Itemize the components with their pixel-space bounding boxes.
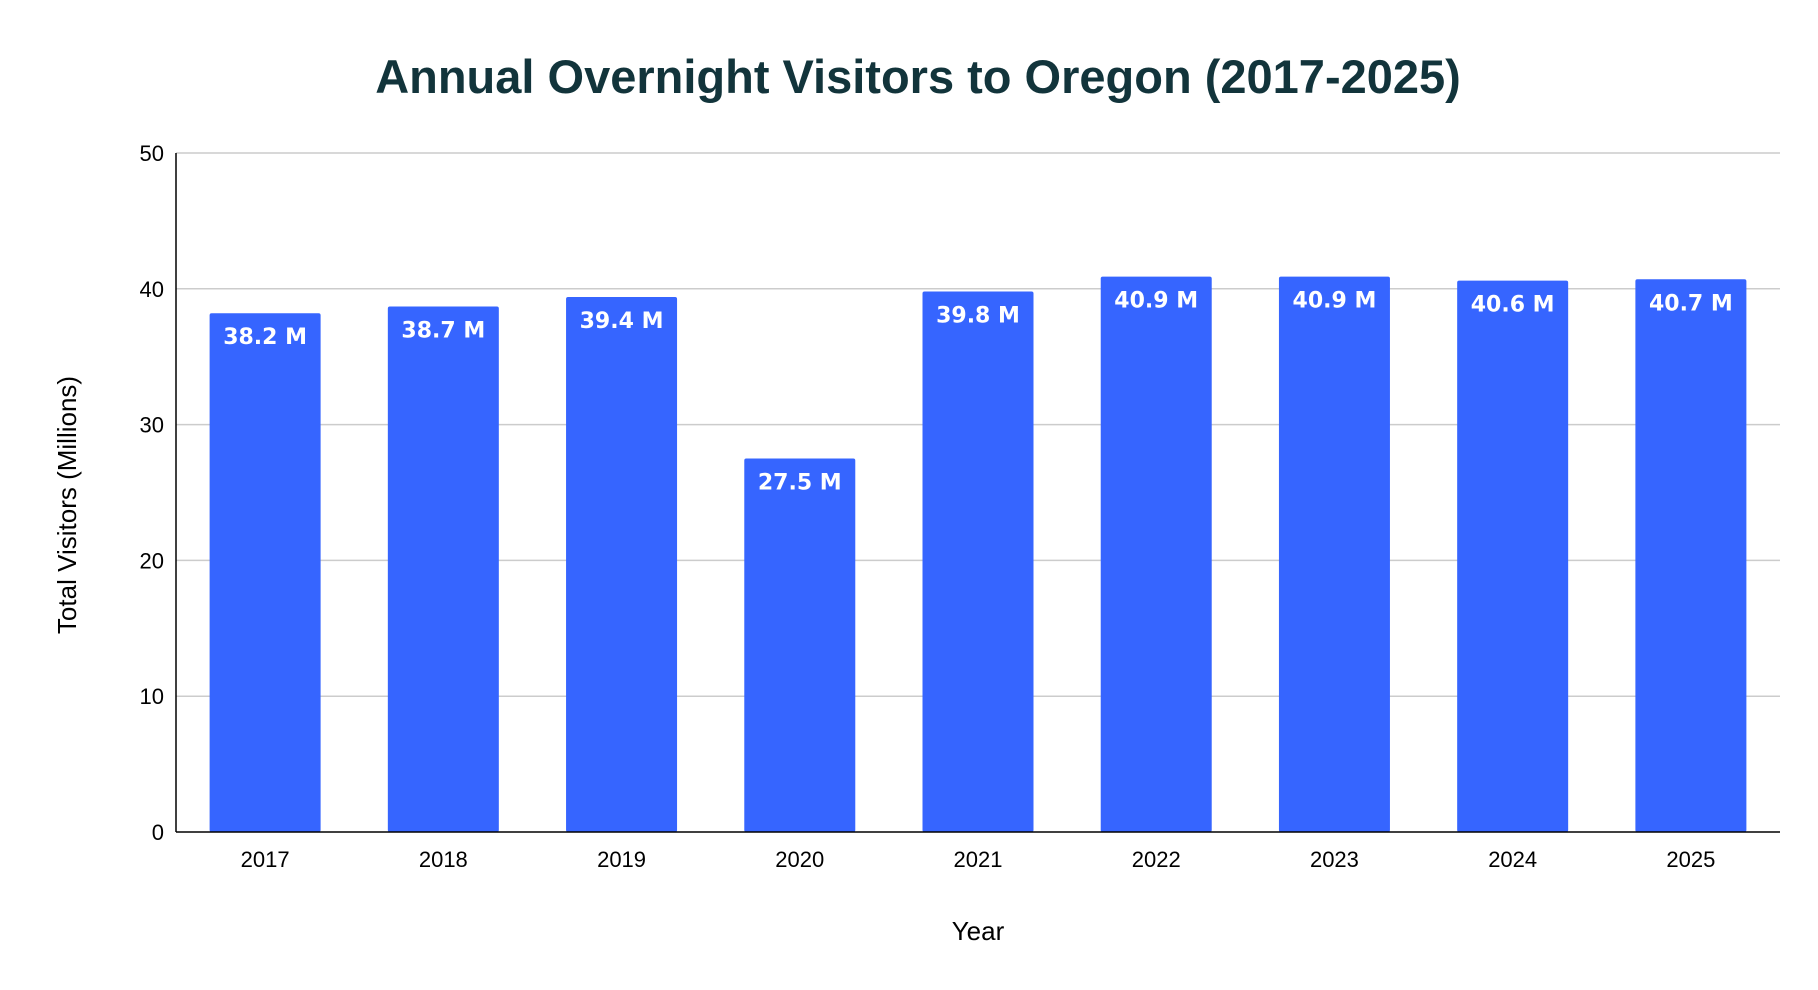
x-tick-label: 2025 [1666, 847, 1715, 872]
x-tick-label: 2018 [419, 847, 468, 872]
y-tick-label: 0 [152, 820, 164, 845]
data-label: 38.2 M [223, 325, 307, 350]
x-tick-label: 2021 [954, 847, 1003, 872]
data-label: 38.7 M [401, 318, 485, 343]
bar-2017 [209, 313, 321, 832]
y-tick-label: 40 [140, 277, 164, 302]
x-tick-label: 2019 [597, 847, 646, 872]
y-axis-label: Total Visitors (Millions) [52, 376, 82, 634]
bar-2018 [387, 306, 499, 833]
bar-2023 [1278, 276, 1390, 832]
y-tick-label: 10 [140, 684, 164, 709]
data-label: 40.9 M [1114, 289, 1198, 314]
tick-labels: 0 10 20 30 40 50 2017 2018 2019 2020 2021 2022 2023 2… [140, 141, 1716, 872]
data-label: 40.7 M [1649, 291, 1733, 316]
bar-2025 [1635, 279, 1747, 832]
x-axis-label: Year [952, 916, 1005, 946]
chart-title: Annual Overnight Visitors to Oregon (201… [375, 50, 1461, 103]
bar-2022 [1100, 276, 1212, 832]
data-label: 27.5 M [758, 471, 842, 496]
x-tick-label: 2024 [1488, 847, 1537, 872]
data-label: 39.4 M [580, 309, 664, 334]
x-tick-label: 2020 [775, 847, 824, 872]
y-tick-label: 50 [140, 141, 164, 166]
y-tick-label: 30 [140, 413, 164, 438]
x-tick-label: 2017 [241, 847, 290, 872]
axes [175, 153, 1780, 833]
bar-2020 [744, 458, 856, 832]
bar-2019 [566, 296, 678, 832]
bar-2021 [922, 291, 1034, 832]
y-tick-label: 20 [140, 548, 164, 573]
bar-2024 [1457, 280, 1569, 833]
data-label: 39.8 M [936, 304, 1020, 329]
x-tick-label: 2022 [1132, 847, 1181, 872]
x-tick-label: 2023 [1310, 847, 1359, 872]
data-label: 40.9 M [1293, 289, 1377, 314]
bars: 38.2 M 38.7 M 39.4 M 27.5 M 39.8 M 40.9 M 40.9… [209, 276, 1747, 833]
data-label: 40.6 M [1471, 293, 1555, 318]
